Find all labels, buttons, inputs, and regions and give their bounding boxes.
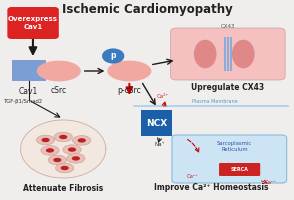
FancyBboxPatch shape (12, 60, 46, 81)
FancyBboxPatch shape (141, 110, 172, 136)
Text: Attenuate Fibrosis: Attenuate Fibrosis (23, 184, 103, 193)
Ellipse shape (54, 132, 72, 142)
Text: CX43: CX43 (220, 24, 235, 29)
Text: TGF-β1/Smad2: TGF-β1/Smad2 (4, 98, 44, 104)
Ellipse shape (53, 158, 61, 162)
Ellipse shape (194, 40, 216, 68)
Text: Ca²⁺: Ca²⁺ (157, 94, 169, 98)
Text: SERCA: SERCA (231, 167, 248, 172)
Text: p-cSrc: p-cSrc (118, 86, 141, 95)
Text: Plasma Membrane: Plasma Membrane (192, 99, 238, 104)
Ellipse shape (73, 136, 91, 145)
Text: Ischemic Cardiomyopathy: Ischemic Cardiomyopathy (62, 3, 232, 16)
Polygon shape (21, 120, 106, 178)
Ellipse shape (59, 135, 67, 139)
Text: p: p (111, 51, 116, 60)
Circle shape (102, 48, 124, 64)
Ellipse shape (37, 61, 81, 81)
Ellipse shape (78, 138, 86, 143)
Text: Sarcoplasmic
Reticulum: Sarcoplasmic Reticulum (217, 141, 252, 152)
Ellipse shape (232, 40, 255, 68)
Text: NCX: NCX (146, 118, 167, 128)
Text: Ca²⁺: Ca²⁺ (187, 173, 198, 178)
Text: Overexpress
Cav1: Overexpress Cav1 (8, 16, 58, 30)
FancyBboxPatch shape (219, 163, 260, 176)
Ellipse shape (67, 154, 85, 163)
Ellipse shape (48, 155, 66, 165)
Ellipse shape (56, 163, 74, 173)
Text: Improve Ca²⁺ Homeostasis: Improve Ca²⁺ Homeostasis (154, 183, 269, 192)
Text: cSrc: cSrc (51, 86, 67, 95)
FancyBboxPatch shape (172, 135, 287, 183)
Ellipse shape (36, 135, 55, 145)
Ellipse shape (61, 166, 69, 170)
Ellipse shape (41, 138, 50, 142)
Ellipse shape (41, 146, 59, 155)
Ellipse shape (68, 147, 76, 152)
Ellipse shape (72, 156, 80, 161)
Ellipse shape (46, 148, 54, 153)
Ellipse shape (107, 61, 151, 81)
Ellipse shape (63, 145, 81, 154)
Text: Ca²⁺: Ca²⁺ (265, 180, 276, 186)
FancyBboxPatch shape (171, 28, 285, 80)
Text: Upregulate CX43: Upregulate CX43 (191, 83, 264, 92)
FancyBboxPatch shape (7, 7, 59, 39)
Text: Na⁺: Na⁺ (155, 142, 166, 146)
Text: Cav1: Cav1 (19, 87, 38, 96)
